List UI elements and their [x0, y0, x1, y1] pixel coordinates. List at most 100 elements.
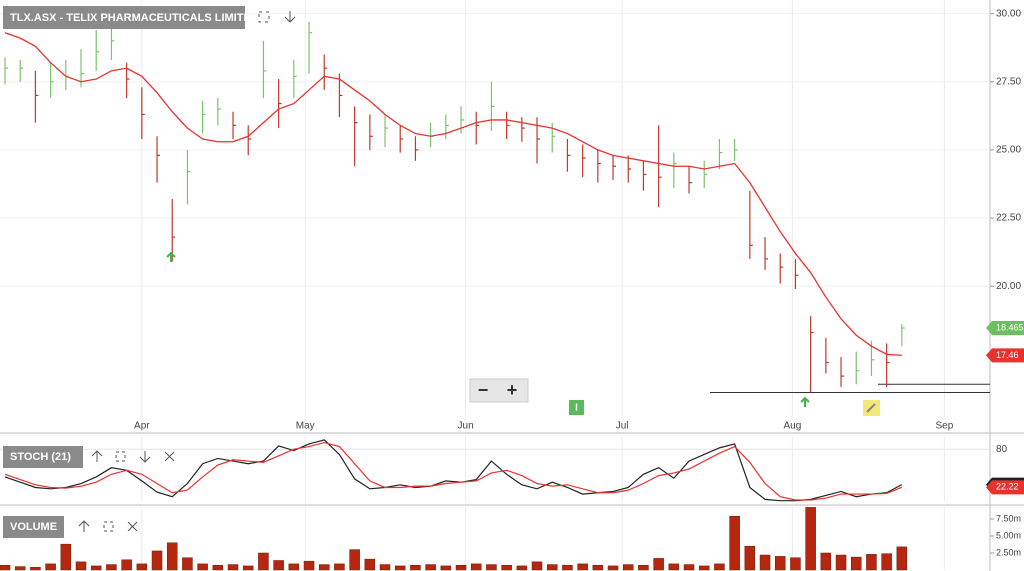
volume-bar [349, 549, 360, 571]
volume-bar [151, 550, 163, 571]
volume-bar [45, 563, 56, 571]
volume-bar [14, 566, 26, 571]
volume-bar [850, 556, 862, 571]
volume-bar [75, 561, 87, 571]
volume-bar [790, 557, 801, 571]
volume-bar [607, 565, 619, 571]
volume-bar [866, 554, 877, 571]
panel-title: VOLUME [10, 521, 57, 533]
volume-bar [182, 557, 193, 571]
volume-bar [60, 543, 72, 571]
x-tick-label: Aug [783, 421, 801, 432]
volume-bar [896, 546, 908, 571]
volume-bar [577, 563, 588, 571]
y-tick-label: 5.00m [996, 530, 1021, 540]
volume-bar [90, 565, 102, 571]
volume-bar [759, 554, 771, 571]
volume-bar [805, 507, 816, 571]
volume-bar [197, 563, 208, 571]
volume-bar [30, 567, 41, 571]
volume-bar [303, 560, 315, 571]
down-icon[interactable] [284, 11, 296, 23]
volume-bar [242, 565, 254, 571]
moving-average [4, 32, 902, 357]
stoch-line [4, 441, 903, 501]
up-icon[interactable] [91, 450, 103, 462]
zoom-out[interactable]: − [478, 380, 489, 400]
volume-bar [592, 564, 604, 571]
volume-bar [683, 564, 695, 571]
event-marker-label: I [575, 403, 578, 414]
y-tick-label: 20.00 [996, 281, 1021, 292]
zoom-control [469, 378, 529, 403]
volume-bar [273, 560, 284, 571]
volume-bar [638, 564, 649, 571]
event-marker[interactable] [569, 400, 584, 415]
close-icon[interactable] [164, 451, 175, 462]
y-tick-label: 80 [996, 444, 1008, 455]
price-tag [986, 321, 1024, 336]
chart-title: TLX.ASX - TELIX PHARMACEUTICALS LIMITED [10, 12, 259, 24]
y-tick-label: 25.00 [996, 145, 1021, 156]
volume-bar [334, 563, 345, 571]
close-icon[interactable] [127, 521, 138, 532]
title-box [3, 6, 245, 29]
volume-bar [470, 563, 482, 571]
volume-bar [410, 564, 421, 571]
volume-bar [622, 564, 634, 571]
expand-icon[interactable] [258, 11, 270, 23]
up-icon[interactable] [78, 520, 90, 532]
volume-bar [668, 563, 680, 571]
volume-bar [212, 564, 224, 571]
up-arrow [166, 251, 176, 262]
x-tick-label: May [296, 421, 315, 432]
y-tick-label: 7.50m [996, 513, 1021, 523]
volume-bar [835, 554, 847, 571]
volume-bar [774, 556, 786, 571]
volume-bar [379, 564, 391, 571]
volume-bar [714, 563, 725, 571]
price-tag-label: 22.22 [996, 482, 1019, 492]
volume-bar [364, 558, 376, 571]
volume-bar [653, 558, 664, 571]
volume-bar [394, 565, 406, 571]
y-tick-label: 2.50m [996, 547, 1021, 557]
down-icon[interactable] [139, 451, 151, 463]
zoom-in[interactable]: + [507, 380, 518, 400]
volume-bar [744, 545, 756, 571]
panel-title: STOCH (21) [10, 451, 71, 463]
up-arrow [800, 396, 810, 407]
x-tick-label: Jul [616, 421, 629, 432]
price-tag [986, 348, 1024, 363]
volume-bar [501, 564, 512, 571]
volume-bar [729, 516, 740, 571]
expand-icon[interactable] [103, 521, 114, 532]
expand-icon[interactable] [115, 451, 126, 462]
panel-title-box [3, 446, 83, 468]
volume-bar [531, 561, 543, 571]
volume-bar [136, 563, 148, 571]
x-tick-label: Jun [458, 421, 474, 432]
volume-bar [486, 564, 497, 571]
price-tag-label: 18.465 [996, 322, 1024, 332]
stoch-line [4, 439, 903, 502]
volume-bar [258, 552, 269, 571]
volume-bar [562, 564, 573, 571]
volume-bar [425, 564, 436, 571]
y-tick-label: 27.50 [996, 76, 1021, 87]
panel-title-box [3, 516, 64, 538]
volume-bar [318, 564, 330, 571]
volume-bar [455, 564, 467, 571]
x-tick-label: Sep [936, 421, 954, 432]
volume-bar [106, 564, 117, 571]
y-tick-label: 22.50 [996, 213, 1021, 224]
volume-bar [698, 565, 710, 571]
volume-bar [288, 563, 300, 571]
volume-bar [440, 565, 452, 571]
price-tag [986, 480, 1024, 495]
volume-bar [121, 559, 132, 571]
x-tick-label: Apr [134, 421, 150, 432]
